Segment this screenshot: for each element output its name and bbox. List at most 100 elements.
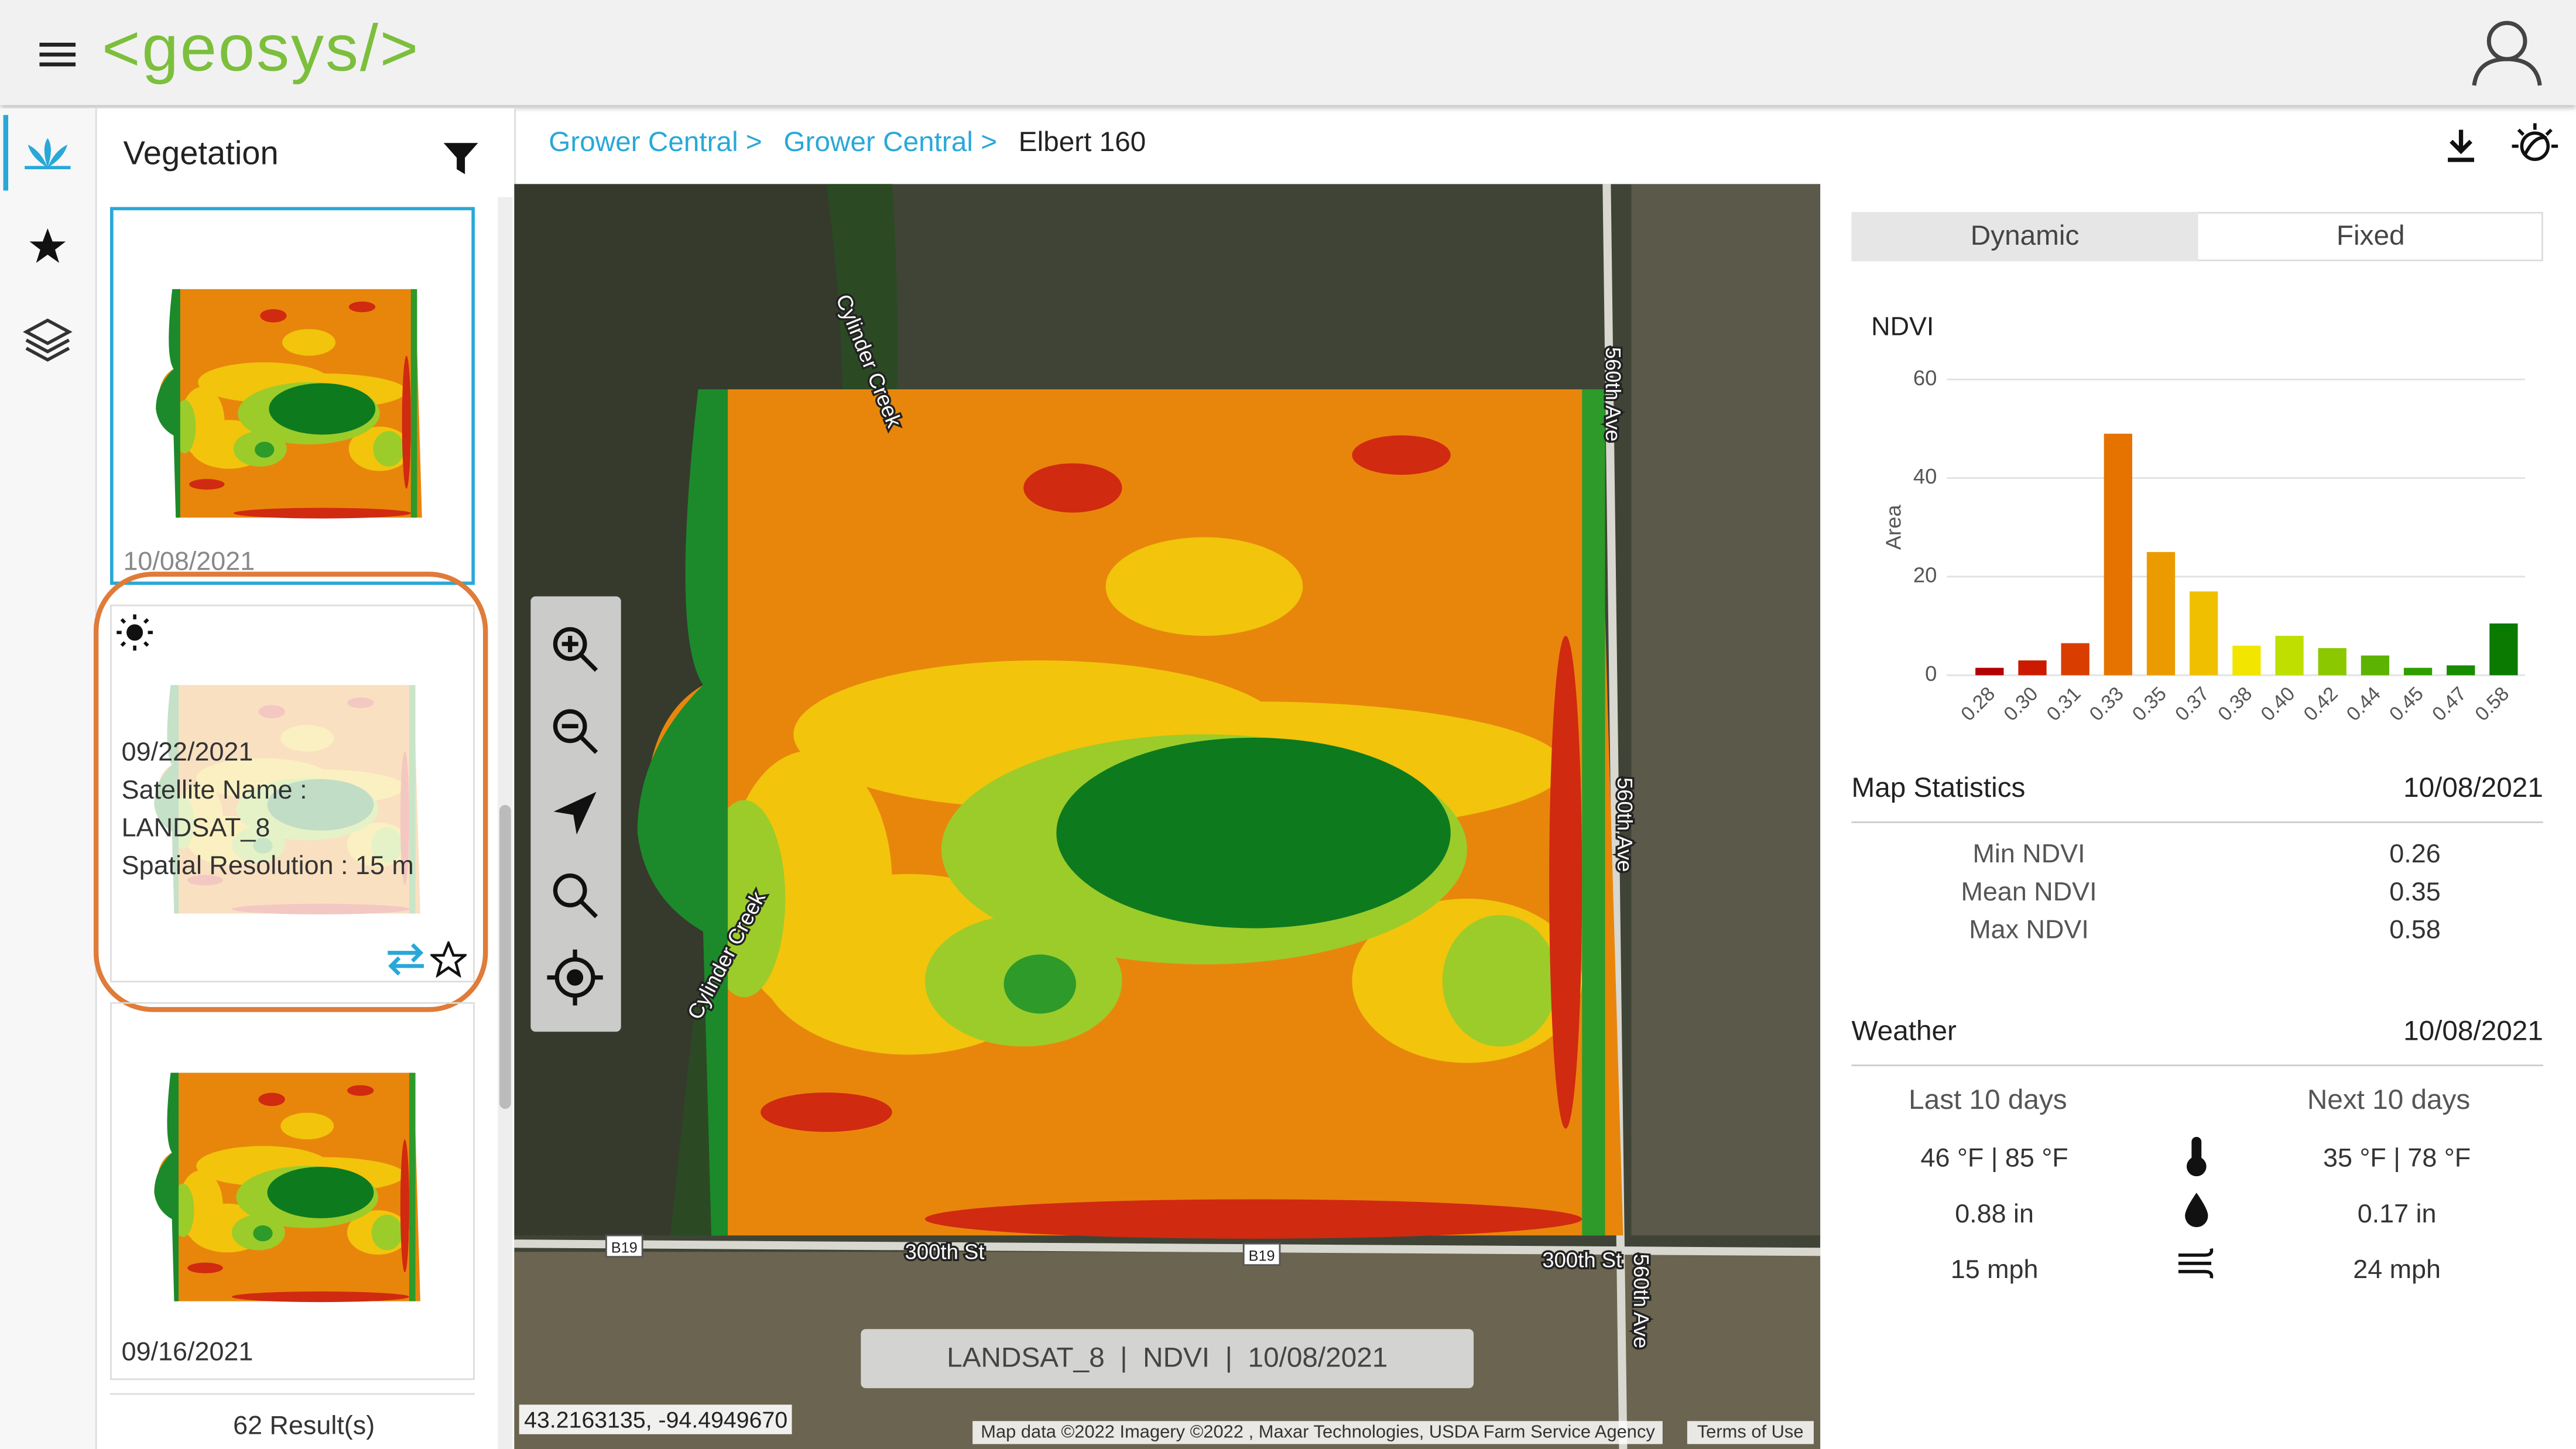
sidebar-title: Vegetation: [123, 136, 279, 173]
satellite-label: Satellite Name :: [121, 777, 307, 805]
weather-icons: [2178, 1136, 2214, 1279]
navigate[interactable]: [553, 792, 597, 835]
map-label-text: 560th Ave: [1613, 777, 1637, 872]
weather-next: 35 °F | 78 °F: [2323, 1145, 2471, 1173]
active-indicator: [3, 115, 9, 191]
chart-title: NDVI: [1871, 311, 1934, 341]
map-label: B19: [1242, 1242, 1281, 1266]
weather-last: 46 °F | 85 °F: [1920, 1145, 2068, 1173]
card-details: 09/22/2021 Satellite Name : LANDSAT_8 Sp…: [122, 734, 414, 885]
x-tick-label: 0.31: [2043, 683, 2085, 725]
user-icon[interactable]: [2469, 16, 2545, 88]
image-card[interactable]: 09/16/2021: [110, 1002, 475, 1381]
header: [0, 0, 2576, 105]
weather-title: Weather: [1851, 1015, 1957, 1047]
card-date: 09/22/2021: [121, 739, 254, 768]
stat-name: Min NDVI: [1972, 841, 2085, 869]
bar: [2403, 667, 2433, 676]
image-card[interactable]: 10/08/2021: [110, 207, 475, 585]
weather-date: 10/08/2021: [2403, 1015, 2543, 1047]
bar: [2275, 635, 2304, 676]
filter-button[interactable]: [443, 143, 480, 176]
y-tick-label: 0: [1925, 662, 1937, 686]
x-tick-label: 0.44: [2342, 683, 2385, 725]
map-label: 300th St: [903, 1238, 986, 1266]
map-label: 560th Ave: [1599, 345, 1628, 444]
stat-value: 0.35: [2389, 879, 2441, 907]
x-tick-label: 0.47: [2428, 683, 2471, 725]
bar: [2232, 645, 2261, 676]
x-tick-label: 0.30: [2000, 683, 2042, 725]
stat-name: Max NDVI: [1969, 916, 2089, 945]
weather-header: Last 10 days: [1909, 1084, 2067, 1116]
stats-title: Map Statistics: [1851, 772, 2026, 804]
y-tick-label: 60: [1913, 366, 1937, 390]
stat-name: Mean NDVI: [1961, 879, 2097, 907]
results-bar: [110, 1393, 475, 1449]
results-count: 62 Result(s): [233, 1413, 375, 1441]
x-tick-label: 0.28: [1957, 683, 1999, 725]
logo[interactable]: <geosys/>: [101, 13, 420, 85]
map-label: 300th St: [1540, 1246, 1624, 1274]
icon-rail: [0, 108, 97, 1449]
stat-value: 0.26: [2389, 841, 2441, 869]
weather-last: 15 mph: [1950, 1256, 2039, 1285]
x-tick-label: 0.37: [2171, 683, 2214, 725]
resolution: Spatial Resolution : 15 m: [121, 852, 414, 881]
stats-date: 10/08/2021: [2403, 772, 2543, 804]
map-info: LANDSAT_8 | NDVI | 10/08/2021: [861, 1329, 1474, 1389]
y-tick-label: 20: [1913, 563, 1937, 587]
bar: [2447, 665, 2475, 676]
x-tick-label: 0.38: [2214, 683, 2256, 725]
bar: [2318, 648, 2347, 676]
map-label: B19: [605, 1234, 643, 1258]
map-label: 560th Ave: [1627, 1252, 1655, 1351]
map-label-text: 560th Ave: [1601, 347, 1625, 442]
weather-header: Next 10 days: [2307, 1084, 2471, 1116]
highlight-outline: [93, 571, 488, 1012]
ndvi-field: [637, 389, 1623, 1239]
map-label-text: 560th Ave: [1629, 1254, 1653, 1349]
weather-next: 0.17 in: [2357, 1201, 2437, 1229]
thumbnail: [154, 1073, 420, 1303]
toggle-fixed[interactable]: Fixed: [2336, 220, 2405, 252]
thumbnail: [156, 289, 422, 519]
x-tick-label: 0.45: [2385, 683, 2427, 725]
bar: [2104, 433, 2132, 676]
x-tick-label: 0.58: [2471, 683, 2513, 725]
x-tick-label: 0.33: [2085, 683, 2128, 725]
search[interactable]: [553, 873, 598, 919]
locate[interactable]: [547, 949, 603, 1006]
zoom-out[interactable]: [553, 709, 598, 754]
breadcrumb-link[interactable]: Grower Central >: [549, 126, 762, 158]
map-label: 560th Ave: [1611, 775, 1639, 874]
attribution: Map data ©2022 Imagery ©2022 , Maxar Tec…: [972, 1421, 1663, 1444]
x-tick-label: 0.35: [2128, 683, 2170, 725]
divider: [1851, 821, 2543, 823]
x-tick-label: 0.40: [2257, 683, 2299, 725]
map-label-text: 300th St: [1542, 1248, 1622, 1272]
bar: [2018, 660, 2047, 676]
download-button[interactable]: [2445, 128, 2478, 165]
settings-button[interactable]: [2510, 122, 2560, 171]
map-label-text: B19: [611, 1239, 638, 1256]
compare-button[interactable]: [385, 941, 427, 978]
map-control-icons: [547, 627, 603, 1006]
zoom-in[interactable]: [553, 627, 598, 672]
menu-button[interactable]: [39, 39, 78, 69]
terms-link[interactable]: Terms of Use: [1687, 1421, 1814, 1444]
x-tick-label: 0.42: [2300, 683, 2342, 725]
toggle-dynamic[interactable]: Dynamic: [1851, 211, 2198, 262]
favorites-tab[interactable]: [28, 227, 67, 266]
vegetation-tab[interactable]: [25, 135, 71, 171]
weather-last: 0.88 in: [1955, 1201, 2034, 1229]
breadcrumb-link[interactable]: Grower Central >: [783, 126, 998, 158]
bar: [2190, 591, 2218, 676]
layers-tab[interactable]: [23, 316, 73, 365]
bar: [2489, 623, 2518, 676]
map-label-text: B19: [1249, 1248, 1275, 1264]
scrollbar-thumb[interactable]: [499, 804, 511, 1109]
bar: [2061, 643, 2089, 676]
